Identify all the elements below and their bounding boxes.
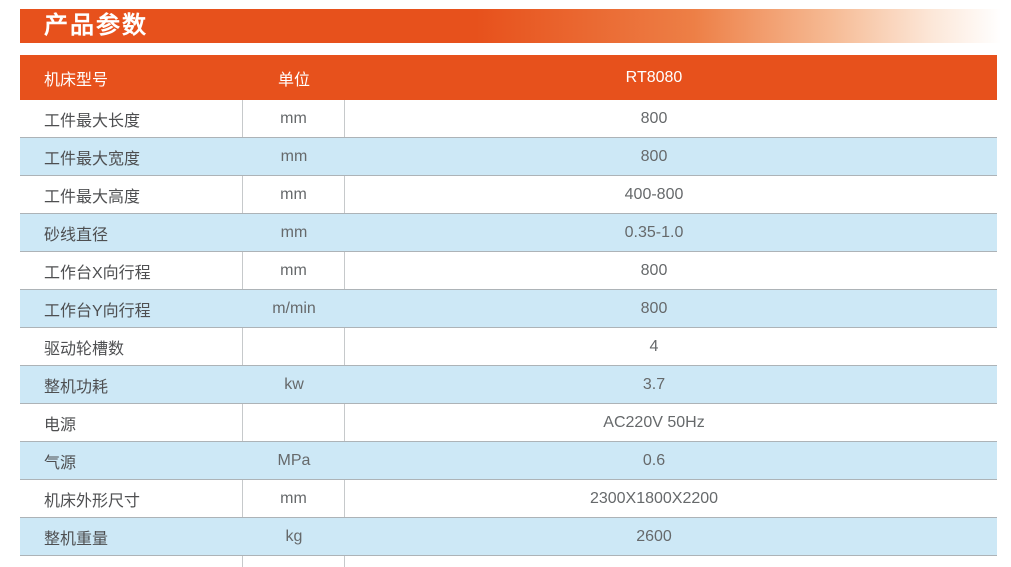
section-banner: 产品参数 bbox=[20, 9, 1011, 43]
row-label: 工件最大高度 bbox=[20, 176, 243, 213]
row-label bbox=[20, 556, 243, 567]
table-row: 工作台X向行程 mm 800 bbox=[20, 252, 997, 290]
row-value: 800 bbox=[640, 261, 668, 279]
row-label: 工作台X向行程 bbox=[20, 252, 243, 289]
row-value: AC220V 50Hz bbox=[603, 413, 705, 431]
table-row: 工件最大宽度 mm 800 bbox=[20, 138, 997, 176]
row-value: 0.35-1.0 bbox=[624, 223, 684, 241]
table-row: 工件最大长度 mm 800 bbox=[20, 100, 997, 138]
row-value: 2600 bbox=[636, 527, 672, 545]
row-value: 800 bbox=[640, 109, 668, 127]
row-value: 0.6 bbox=[642, 451, 666, 469]
table-row: 整机功耗 kw 3.7 bbox=[20, 366, 997, 404]
page-title: 产品参数 bbox=[44, 12, 148, 39]
table-row: 气源 MPa 0.6 bbox=[20, 442, 997, 480]
row-unit: mm bbox=[243, 176, 345, 213]
row-unit: mm bbox=[280, 147, 308, 165]
row-unit: m/min bbox=[272, 299, 316, 317]
row-label: 砂线直径 bbox=[44, 226, 109, 244]
row-unit bbox=[243, 556, 345, 567]
header-model-value: RT8080 bbox=[625, 68, 683, 86]
row-label: 整机功耗 bbox=[44, 378, 109, 396]
row-value: 800 bbox=[640, 147, 668, 165]
row-value bbox=[345, 556, 997, 567]
row-unit: kg bbox=[285, 527, 303, 545]
row-unit: mm bbox=[243, 252, 345, 289]
row-label: 整机重量 bbox=[44, 530, 109, 548]
row-unit: mm bbox=[243, 480, 345, 517]
row-label: 工件最大宽度 bbox=[44, 150, 141, 168]
table-row: 机床外形尺寸 mm 2300X1800X2200 bbox=[20, 480, 997, 518]
row-unit: mm bbox=[280, 223, 308, 241]
table-header-row: 机床型号 单位 RT8080 bbox=[20, 55, 997, 100]
row-unit: MPa bbox=[277, 451, 311, 469]
table-row: 工作台Y向行程 m/min 800 bbox=[20, 290, 997, 328]
header-unit-label: 单位 bbox=[277, 71, 310, 89]
row-value: 4 bbox=[649, 337, 659, 355]
row-label: 工件最大长度 bbox=[20, 100, 243, 137]
row-label: 机床外形尺寸 bbox=[20, 480, 243, 517]
header-model-label: 机床型号 bbox=[44, 71, 109, 89]
spec-table: 机床型号 单位 RT8080 工件最大长度 mm 800 工件最大宽度 mm 800 工件最… bbox=[20, 55, 997, 567]
table-row: 电源 AC220V 50Hz bbox=[20, 404, 997, 442]
row-value: 2300X1800X2200 bbox=[589, 489, 719, 507]
row-label: 工作台Y向行程 bbox=[44, 302, 151, 320]
row-label: 气源 bbox=[44, 454, 77, 472]
row-unit bbox=[243, 404, 345, 441]
row-value: 800 bbox=[640, 299, 668, 317]
table-row: 工件最大高度 mm 400-800 bbox=[20, 176, 997, 214]
row-label: 驱动轮槽数 bbox=[20, 328, 243, 365]
table-row: 整机重量 kg 2600 bbox=[20, 518, 997, 556]
row-unit bbox=[243, 328, 345, 365]
row-unit: kw bbox=[284, 375, 304, 393]
row-label: 电源 bbox=[20, 404, 243, 441]
table-row: 砂线直径 mm 0.35-1.0 bbox=[20, 214, 997, 252]
table-row: 驱动轮槽数 4 bbox=[20, 328, 997, 366]
row-value: 3.7 bbox=[642, 375, 666, 393]
table-row-cutoff bbox=[20, 556, 997, 567]
row-value: 400-800 bbox=[624, 185, 684, 203]
row-unit: mm bbox=[243, 100, 345, 137]
spec-table-body: 工件最大长度 mm 800 工件最大宽度 mm 800 工件最大高度 mm 400-800 砂线直… bbox=[20, 100, 997, 556]
